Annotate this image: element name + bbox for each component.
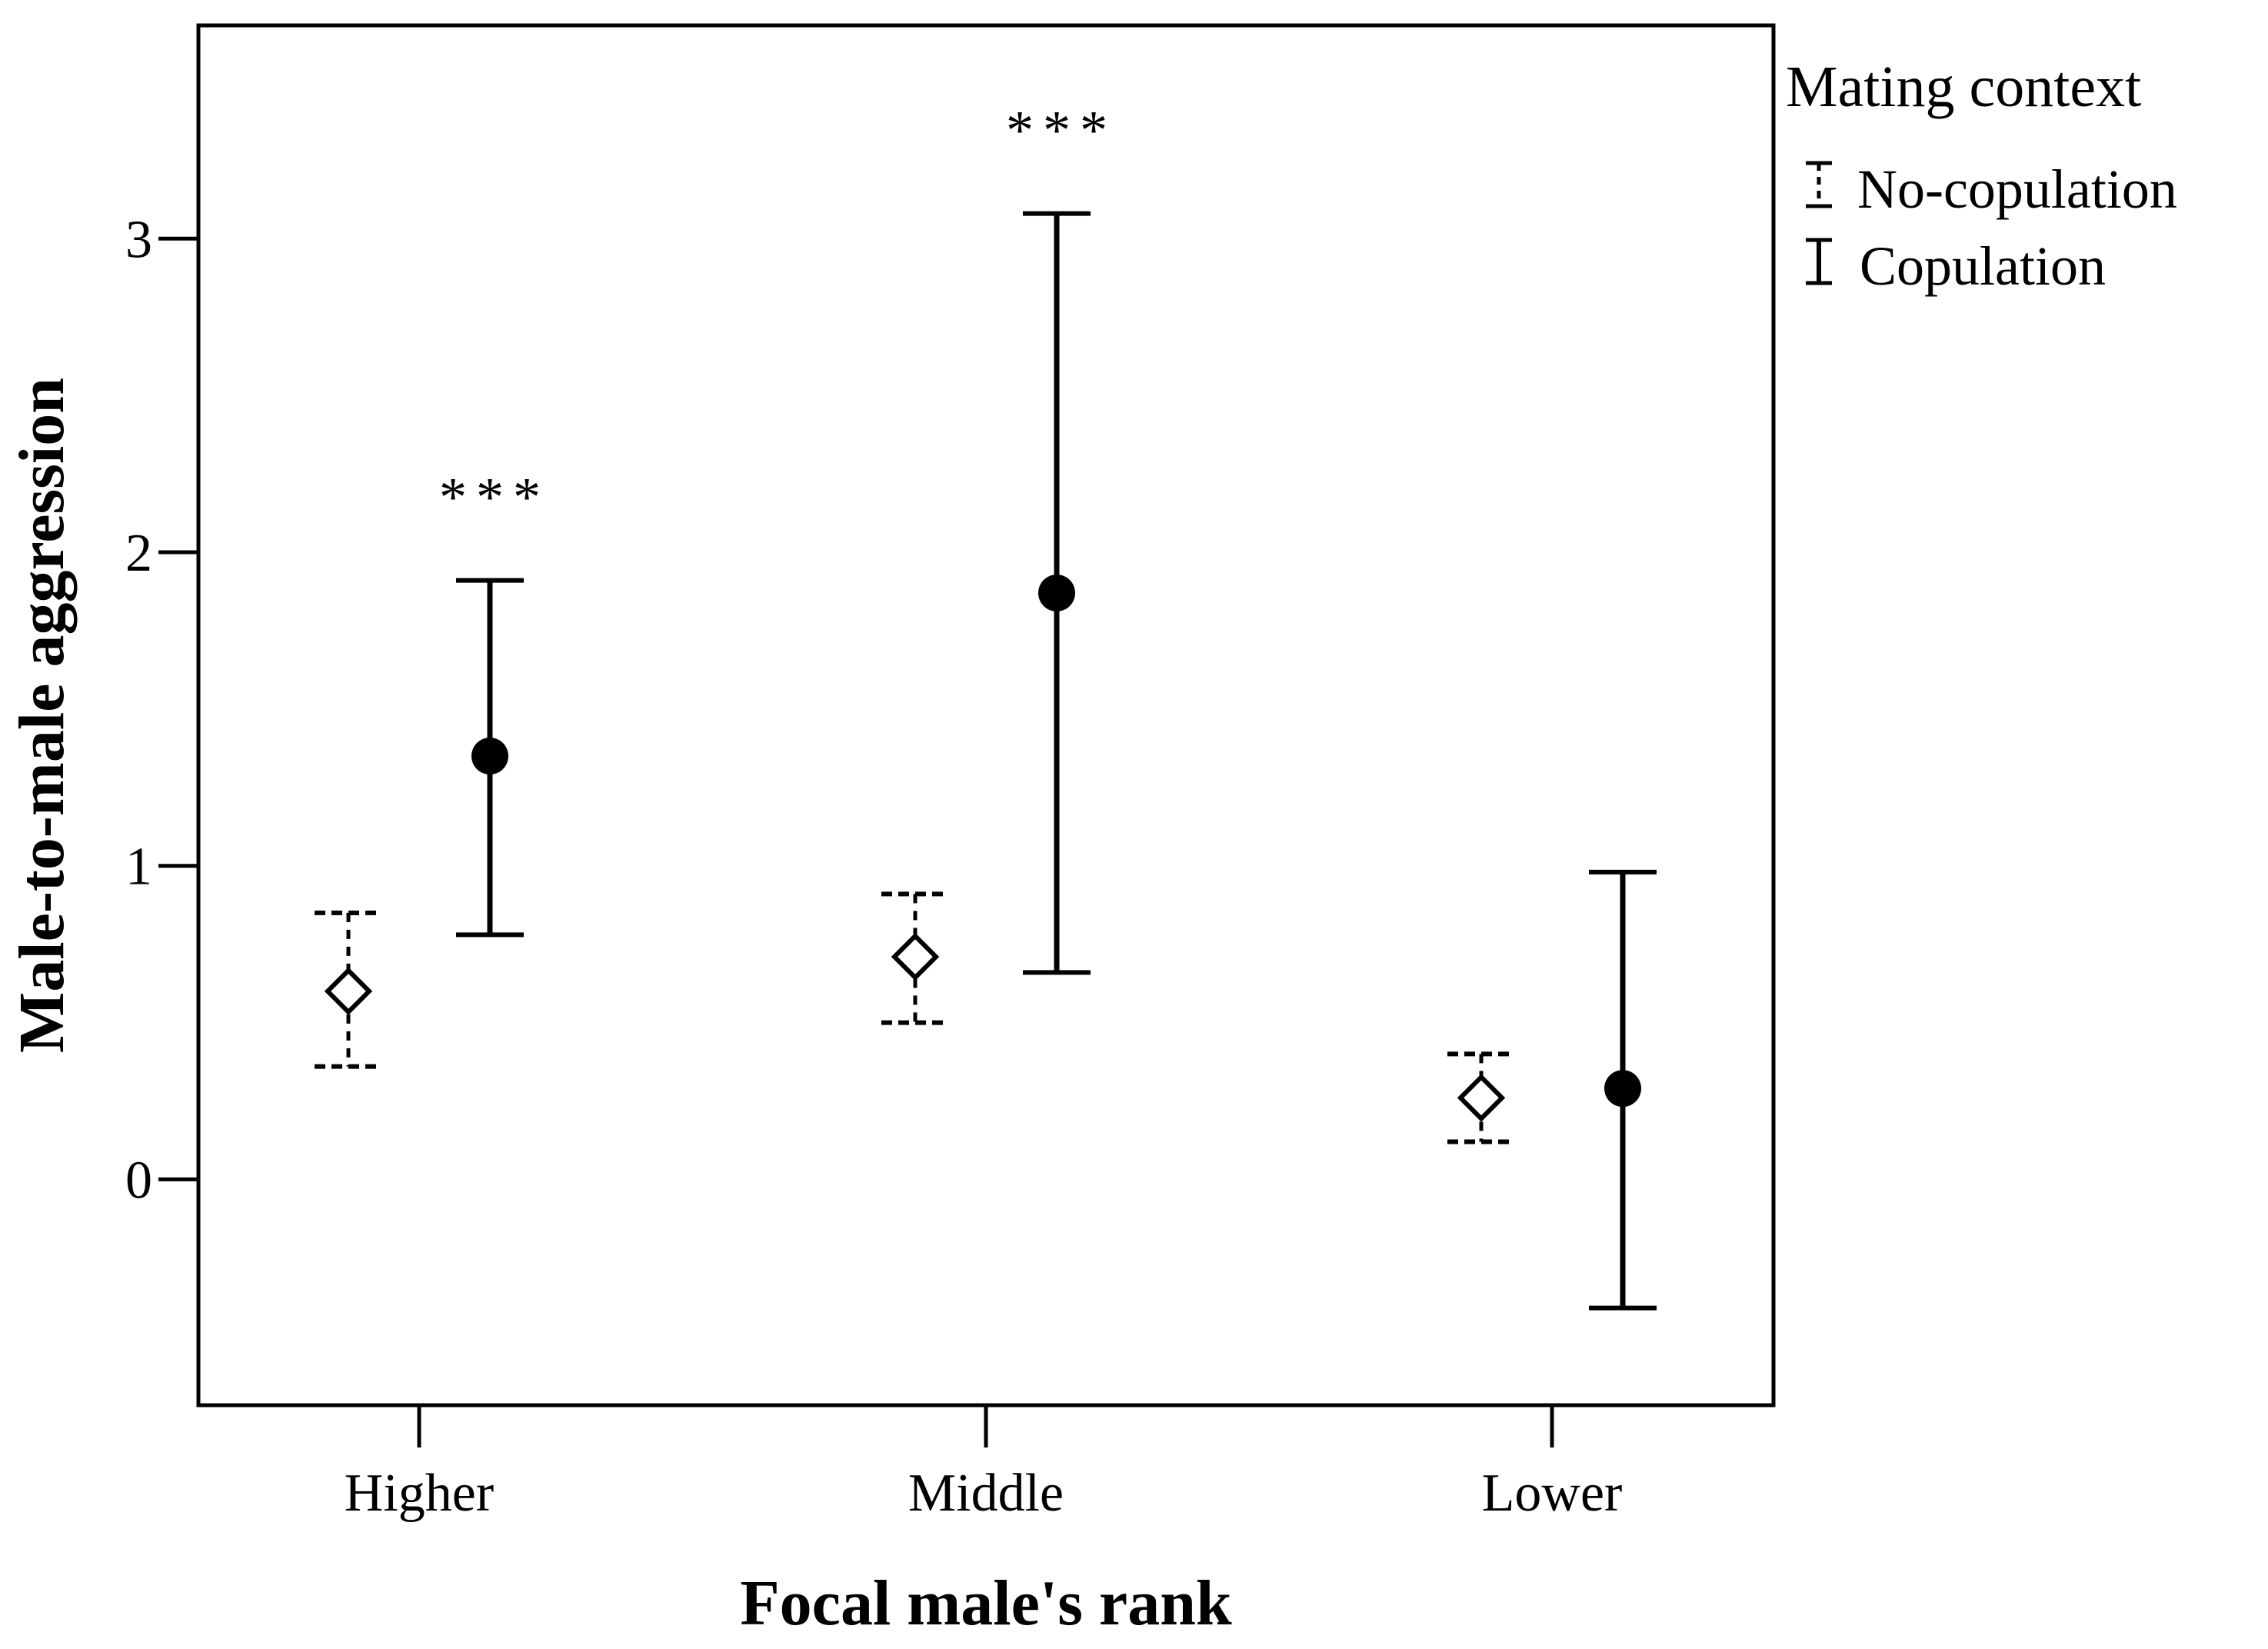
x-axis-title: Focal male's rank <box>740 1567 1232 1639</box>
y-axis-title: Male-to-male aggression <box>6 378 78 1053</box>
x-tick-label-lower: Lower <box>1482 1464 1623 1523</box>
significance-annotation-middle: *** <box>1006 100 1117 162</box>
x-tick-label-higher: Higher <box>345 1464 494 1523</box>
point-no-copulation-higher <box>324 967 373 1016</box>
y-tick-label-2: 2 <box>125 524 152 583</box>
point-copulation-middle <box>1038 574 1075 611</box>
chart-marks: 0 1 2 3 Higher Middle Lower *** *** <box>125 100 1657 1523</box>
point-copulation-higher <box>471 738 508 775</box>
x-tick-label-middle: Middle <box>908 1464 1064 1523</box>
legend-label-copulation: Copulation <box>1860 235 2106 297</box>
point-no-copulation-middle <box>891 932 940 981</box>
significance-annotation-higher: *** <box>439 467 550 528</box>
legend-title: Mating context <box>1786 55 2141 119</box>
legend-item-no-copulation: No-copulation <box>1806 158 2177 220</box>
legend-label-no-copulation: No-copulation <box>1857 158 2177 220</box>
y-tick-label-0: 0 <box>125 1151 152 1210</box>
y-tick-label-3: 3 <box>125 210 152 269</box>
legend: Mating context No-copulation Copulation <box>1786 55 2177 297</box>
point-copulation-lower <box>1604 1070 1641 1108</box>
point-no-copulation-lower <box>1457 1074 1506 1122</box>
y-tick-label-1: 1 <box>125 838 152 897</box>
plot-frame <box>196 23 1776 1407</box>
legend-item-copulation: Copulation <box>1806 235 2106 297</box>
